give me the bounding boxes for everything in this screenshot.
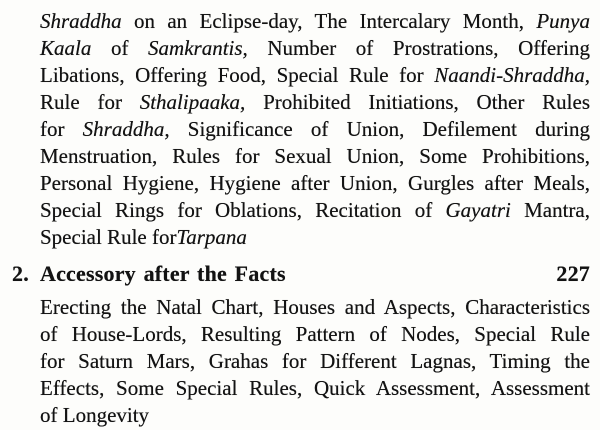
text-segment: of Longevity bbox=[40, 403, 150, 427]
toc-text-line: Special Rings for Oblations, Recitation … bbox=[40, 197, 590, 224]
italic-term: Punya bbox=[536, 9, 590, 33]
text-segment: Effects, Some Special Rules, Quick Asses… bbox=[40, 376, 590, 400]
italic-term: Samkrantis, bbox=[148, 36, 248, 60]
toc-text-line: Menstruation, Rules for Sexual Union, So… bbox=[40, 143, 590, 170]
toc-text-line: of House-Lords, Resulting Pattern of Nod… bbox=[40, 321, 590, 348]
entry-title: Accessory after the Facts bbox=[40, 261, 286, 286]
toc-text-line: Erecting the Natal Chart, Houses and Asp… bbox=[40, 294, 590, 321]
italic-term: Shraddha bbox=[40, 9, 122, 33]
text-segment: Libations, Offering Food, Special Rule f… bbox=[40, 63, 435, 87]
entry-page-number: 227 bbox=[556, 261, 590, 286]
italic-term: Naandi-Shraddha, bbox=[434, 63, 590, 87]
text-segment: Prohibited Initiations, Other Rules bbox=[245, 90, 590, 114]
italic-term: Kaala bbox=[40, 36, 92, 60]
toc-text-line: of Longevity bbox=[40, 402, 590, 429]
toc-text-line: Shraddha on an Eclipse-day, The Intercal… bbox=[40, 8, 590, 35]
text-segment: Menstruation, Rules for Sexual Union, So… bbox=[40, 144, 590, 168]
italic-term: Shraddha, bbox=[82, 117, 170, 141]
toc-text-line: Rule for Sthalipaaka, Prohibited Initiat… bbox=[40, 89, 590, 116]
toc-text-line: Personal Hygiene, Hygiene after Union, G… bbox=[40, 170, 590, 197]
text-segment: Rule for bbox=[40, 90, 140, 114]
toc-entry-2: 2. Accessory after the Facts 227 bbox=[12, 261, 590, 287]
toc-text-line: Libations, Offering Food, Special Rule f… bbox=[40, 62, 590, 89]
text-segment: Mantra, bbox=[510, 198, 590, 222]
text-segment: Erecting the Natal Chart, Houses and Asp… bbox=[40, 295, 590, 319]
text-segment: for Saturn Mars, Grahas for Different La… bbox=[40, 349, 590, 373]
toc-text-line: for Saturn Mars, Grahas for Different La… bbox=[40, 348, 590, 375]
chapter-2-topics-paragraph: Erecting the Natal Chart, Houses and Asp… bbox=[40, 294, 590, 429]
toc-text-line: for Shraddha, Significance of Union, Def… bbox=[40, 116, 590, 143]
toc-text-line: Kaala of Samkrantis, Number of Prostrati… bbox=[40, 35, 590, 62]
text-segment: Number of Prostrations, Offering bbox=[247, 36, 591, 60]
toc-text-line: Effects, Some Special Rules, Quick Asses… bbox=[40, 375, 590, 402]
italic-term: Tarpana bbox=[176, 225, 247, 249]
italic-term: Sthalipaaka, bbox=[139, 90, 246, 114]
chapter-1-topics-paragraph: Shraddha on an Eclipse-day, The Intercal… bbox=[40, 8, 590, 251]
text-segment: of House-Lords, Resulting Pattern of Nod… bbox=[40, 322, 590, 346]
text-segment: Special Rings for Oblations, Recitation … bbox=[40, 198, 446, 222]
toc-text-line: Special Rule forTarpana bbox=[40, 224, 590, 251]
text-segment: Special Rule for bbox=[40, 225, 177, 249]
entry-number: 2. bbox=[12, 261, 29, 286]
italic-term: Gayatri bbox=[445, 198, 511, 222]
text-segment: for bbox=[40, 117, 83, 141]
text-segment: on an Eclipse-day, The Intercalary Month… bbox=[121, 9, 537, 33]
text-segment: Significance of Union, Defilement during bbox=[169, 117, 590, 141]
text-segment: of bbox=[91, 36, 149, 60]
text-segment: Personal Hygiene, Hygiene after Union, G… bbox=[40, 171, 590, 195]
